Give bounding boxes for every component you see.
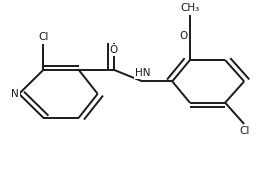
Text: Cl: Cl: [239, 126, 249, 136]
Text: Cl: Cl: [38, 32, 48, 42]
Text: N: N: [11, 89, 19, 99]
Text: O: O: [110, 45, 118, 55]
Text: CH₃: CH₃: [180, 3, 199, 13]
Text: O: O: [179, 31, 187, 41]
Text: HN: HN: [135, 68, 150, 78]
